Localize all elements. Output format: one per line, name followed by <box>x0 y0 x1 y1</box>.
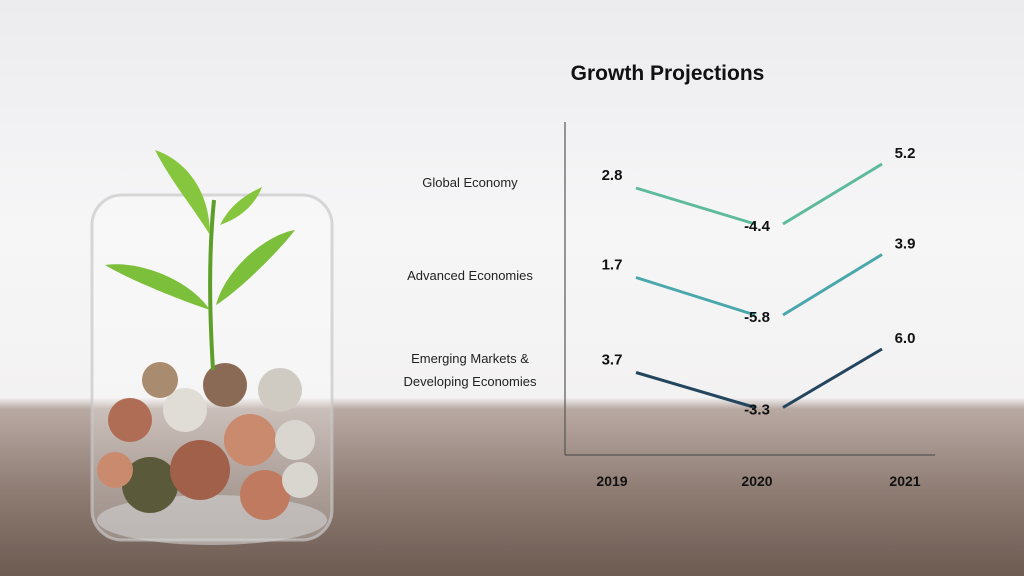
data-label: 5.2 <box>895 145 916 162</box>
chart-title: Growth Projections <box>570 62 765 85</box>
row-label-emerging-markets: Emerging Markets & Developing Economies <box>380 347 560 393</box>
series-segment <box>635 371 756 409</box>
row-label-line-1: Emerging Markets & <box>411 351 529 366</box>
series-segment <box>782 347 883 409</box>
data-label: -5.8 <box>744 309 770 326</box>
row-label-line-2: Developing Economies <box>403 374 537 389</box>
row-label-global-economy: Global Economy <box>422 175 518 190</box>
data-label: 1.7 <box>602 257 623 274</box>
data-label: -4.4 <box>744 218 771 235</box>
data-label: 2.8 <box>602 167 623 184</box>
x-tick-label: 2021 <box>889 473 920 489</box>
data-label: 6.0 <box>895 330 916 347</box>
data-label: -3.3 <box>744 402 770 419</box>
row-label-advanced-economies: Advanced Economies <box>407 268 533 283</box>
series-segment <box>635 186 756 226</box>
data-label: 3.7 <box>602 352 623 369</box>
x-tick-label: 2020 <box>741 473 772 489</box>
series-segment <box>782 162 883 226</box>
series-segment <box>782 253 883 317</box>
data-label: 3.9 <box>895 236 916 253</box>
series-segment <box>635 276 756 317</box>
x-tick-label: 2019 <box>596 473 627 489</box>
